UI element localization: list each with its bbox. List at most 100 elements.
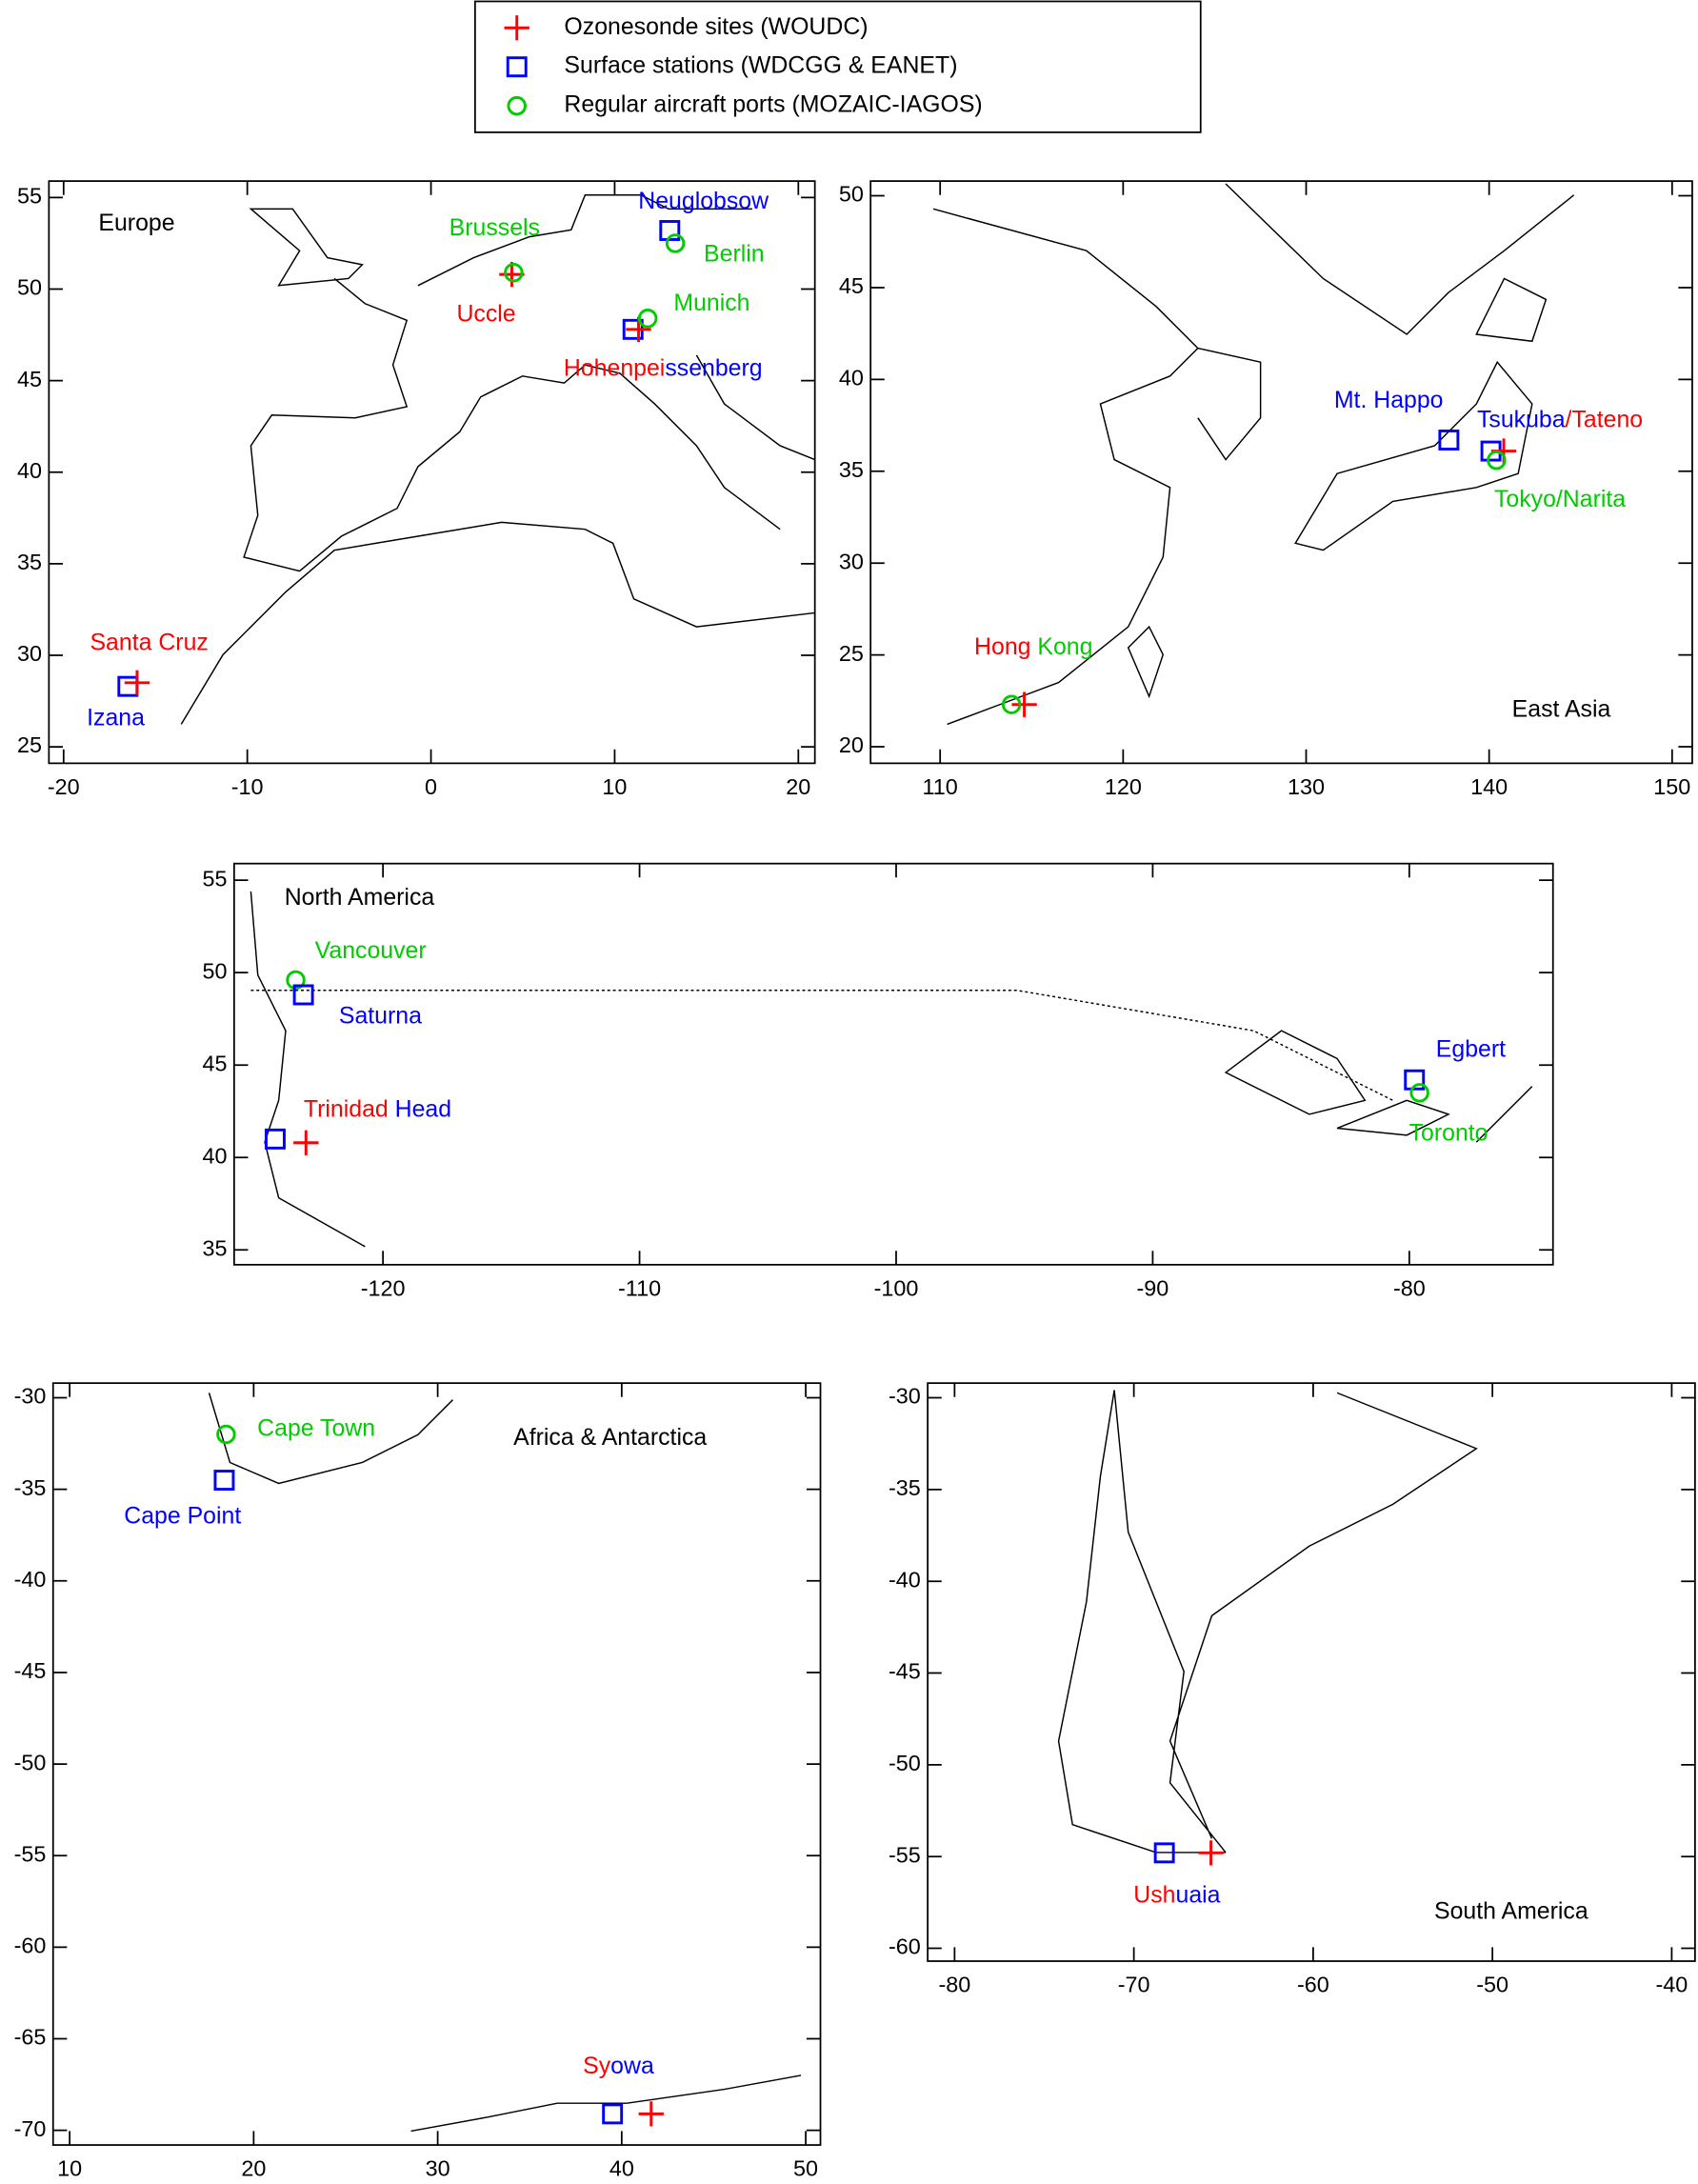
y-tick-label: 25	[17, 732, 42, 757]
site-label-part: Ush	[1133, 1881, 1175, 1908]
map-panel: 110 120 130 140 150 20 25 30 35 40 45 50 East Asia Mt…	[839, 180, 1693, 799]
y-tick-label: 55	[203, 866, 228, 891]
site-marker	[665, 233, 686, 253]
legend-box	[473, 0, 1202, 133]
x-tick-label: -50	[1476, 1973, 1508, 1997]
y-tick-label: -30	[14, 1384, 47, 1409]
site-marker	[1409, 1083, 1429, 1103]
site-label: Syowa	[583, 2053, 654, 2079]
site-label: Mt. Happo	[1334, 387, 1444, 413]
x-tick-label: -40	[1656, 1973, 1688, 1997]
x-tick-label: 20	[241, 2156, 266, 2181]
y-tick-label: 35	[17, 550, 42, 574]
y-tick-label: 35	[839, 457, 864, 482]
site-marker	[499, 261, 525, 288]
site-label-part: Cape Town	[257, 1414, 375, 1441]
site-label: Vancouver	[315, 936, 427, 963]
site-label-part: Toronto	[1409, 1119, 1488, 1146]
site-label: Munich	[673, 289, 749, 315]
site-label: Neuglobsow	[638, 188, 769, 214]
border	[250, 990, 1393, 1101]
panel-title: South America	[1434, 1897, 1588, 1924]
plot-frame	[232, 862, 1554, 1266]
y-tick-label: 25	[839, 641, 864, 666]
site-marker	[293, 1130, 319, 1155]
site-marker	[1487, 450, 1507, 471]
map-panel: 10 20 30 40 50 -70 -65 -60 -55 -50 -45 -40 -35 -30 Afr…	[14, 1382, 822, 2181]
y-tick-label: 45	[203, 1051, 228, 1075]
site-label-part: ssenberg	[665, 354, 762, 381]
site-marker	[637, 309, 658, 329]
legend-label: Ozonesonde sites (WOUDC)	[564, 13, 868, 40]
site-label-part: owa	[610, 2053, 654, 2079]
x-tick-label: 0	[425, 774, 437, 799]
site-label-part: Neuglobsow	[638, 188, 769, 214]
x-tick-label: 140	[1470, 774, 1508, 799]
legend-label: Surface stations (WDCGG & EANET)	[564, 52, 957, 79]
x-tick-label: -80	[1393, 1275, 1426, 1300]
site-label-part: Izana	[87, 704, 145, 731]
site-label: Izana	[87, 704, 145, 731]
site-label-part: Tsukuba	[1477, 406, 1566, 432]
site-marker	[602, 2103, 624, 2125]
site-label-part: Uccle	[456, 300, 515, 327]
site-marker	[1438, 430, 1460, 451]
legend-marker	[506, 56, 528, 78]
y-tick-label: -60	[14, 1934, 47, 1958]
panel-title: Europe	[98, 210, 174, 236]
site-label: Uccle	[456, 300, 515, 327]
site-label: Ushuaia	[1133, 1881, 1220, 1908]
x-tick-label: -120	[361, 1275, 406, 1300]
y-tick-label: 20	[839, 732, 864, 757]
x-tick-label: 10	[57, 2156, 82, 2181]
site-label-part: uaia	[1175, 1881, 1220, 1908]
y-tick-label: 30	[839, 549, 864, 573]
y-tick-label: -45	[889, 1659, 921, 1684]
site-label: Tsukuba/Tateno	[1477, 406, 1643, 432]
legend-marker	[507, 95, 527, 116]
y-tick-label: 40	[203, 1143, 228, 1168]
plot-frame	[869, 180, 1693, 765]
y-tick-label: -70	[14, 2116, 47, 2141]
site-label: Saturna	[339, 1002, 422, 1029]
x-tick-label: 20	[786, 774, 810, 799]
x-tick-label: -100	[874, 1275, 919, 1300]
site-marker	[659, 220, 681, 241]
panel-title: Africa & Antarctica	[513, 1424, 707, 1451]
site-marker	[1198, 1840, 1224, 1866]
site-marker	[638, 2101, 664, 2127]
panel-title: North America	[285, 884, 435, 911]
map-panel: -20 -10 0 10 20 25 30 35 40 45 50 55 Europe Brussels U…	[17, 180, 816, 799]
coastline	[932, 183, 1575, 726]
site-label-part: /Tateno	[1566, 406, 1644, 432]
y-tick-label: -45	[14, 1658, 47, 1683]
y-tick-label: 50	[17, 275, 42, 300]
site-label: Tokyo/Narita	[1494, 486, 1626, 512]
site-marker	[216, 1424, 236, 1445]
y-tick-label: -65	[14, 2025, 47, 2050]
x-tick-label: -20	[48, 774, 80, 799]
site-label: Hohenpeissenberg	[564, 354, 763, 381]
site-marker	[213, 1470, 235, 1492]
x-tick-label: 150	[1653, 774, 1690, 799]
x-tick-label: -70	[1118, 1973, 1150, 1997]
y-tick-label: 40	[839, 366, 864, 391]
site-marker	[1404, 1069, 1426, 1091]
site-label: Brussels	[449, 213, 540, 240]
y-tick-label: -55	[14, 1841, 47, 1866]
site-label-part: Berlin	[704, 240, 765, 267]
site-label-part: Hong	[974, 633, 1037, 660]
x-tick-label: 110	[923, 774, 958, 799]
y-tick-label: -55	[889, 1842, 921, 1867]
y-tick-label: 45	[839, 273, 864, 298]
site-label-part: Sy	[583, 2053, 611, 2079]
y-tick-label: -35	[889, 1475, 921, 1500]
map-panel: -120 -110 -100 -90 -80 35 40 45 50 55 North Americ…	[203, 862, 1554, 1300]
x-tick-label: 50	[793, 2156, 818, 2181]
site-label: Cape Town	[257, 1414, 375, 1441]
legend-marker	[504, 15, 529, 41]
site-label-part: Trinidad	[304, 1095, 395, 1122]
site-marker	[504, 262, 524, 283]
